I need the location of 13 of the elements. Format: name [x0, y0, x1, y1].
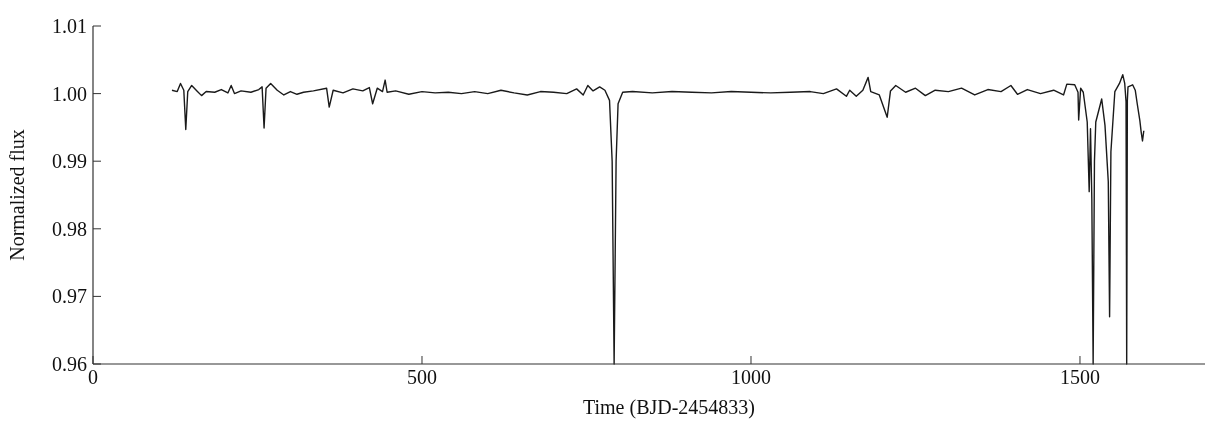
x-axis-title: Time (BJD-2454833)	[582, 396, 756, 419]
x-tick-label: 1500	[1059, 366, 1100, 388]
y-tick-label: 0.99	[52, 150, 87, 173]
y-tick-label: 0.96	[52, 353, 87, 375]
y-tick-label: 0.97	[52, 285, 87, 308]
x-tick-label: 500	[406, 366, 437, 388]
line-series	[171, 73, 1145, 365]
y-axis-title: Normalized flux	[6, 129, 28, 261]
x-tick-label: 1000	[730, 366, 771, 388]
y-tick-label: 1.01	[52, 15, 87, 37]
y-tick-label: 0.98	[52, 217, 87, 240]
x-tick-label: 0	[88, 366, 98, 388]
y-tick-label: 1.00	[52, 82, 87, 105]
